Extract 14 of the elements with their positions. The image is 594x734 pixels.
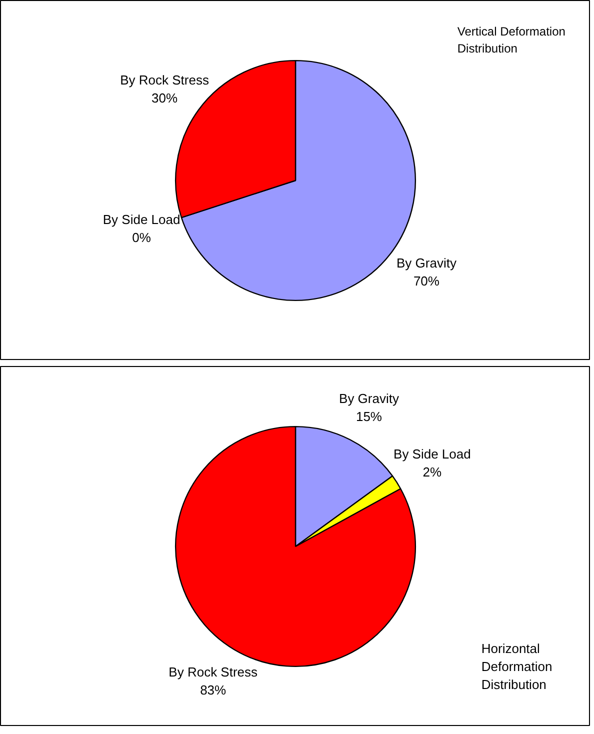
data-label: 83% xyxy=(200,682,227,698)
text: 0% xyxy=(132,230,151,246)
text: Horizontal Deformation Distribution xyxy=(481,641,552,692)
text: Vertical Deformation Distribution xyxy=(457,24,566,56)
slice-label: By Gravity xyxy=(339,391,400,406)
slice-label: By Side Load xyxy=(394,446,471,462)
data-label: 70% xyxy=(413,274,440,289)
data-label: 2% xyxy=(422,464,442,480)
slice-label: By Rock Stress xyxy=(168,664,258,680)
slice-label: By Rock Stress xyxy=(120,72,210,88)
category-label: By Side Load xyxy=(102,212,180,228)
data-label: 30% xyxy=(152,90,178,106)
data-label: 15% xyxy=(356,409,382,424)
slice-label: By Gravity xyxy=(396,256,457,271)
